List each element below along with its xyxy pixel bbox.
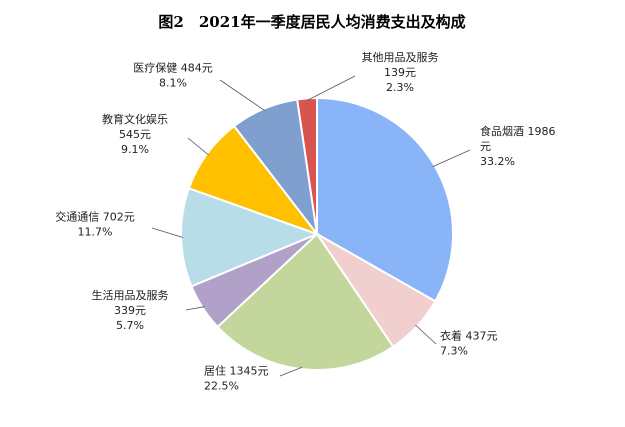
pie-slice [216,232,395,371]
leader-line [307,75,356,101]
slice-label: 食品烟酒 1986 元 33.2% [480,124,556,168]
slice-label: 其他用品及服务 139元 2.3% [362,51,439,94]
slice-label: 生活用品及服务 339元 5.7% [92,288,169,332]
slice-label: 交通通信 702元 11.7% [55,210,135,239]
leader-line [187,137,209,156]
leader-line [219,79,266,111]
slice-label: 教育文化娱乐 545元 9.1% [102,112,168,156]
leader-line [279,366,303,377]
leader-line [415,324,437,345]
leader-line [432,149,471,167]
leader-line [185,306,205,311]
slice-label: 居住 1345元 22.5% [204,364,269,393]
pie-slice [180,186,320,288]
slice-label: 衣着 437元 7.3% [440,329,498,358]
chart-title: 图2 2021年一季度居民人均消费支出及构成 [158,13,465,31]
leader-line [151,227,184,238]
pie-slice [296,96,318,235]
slice-label: 医疗保健 484元 8.1% [133,61,213,90]
